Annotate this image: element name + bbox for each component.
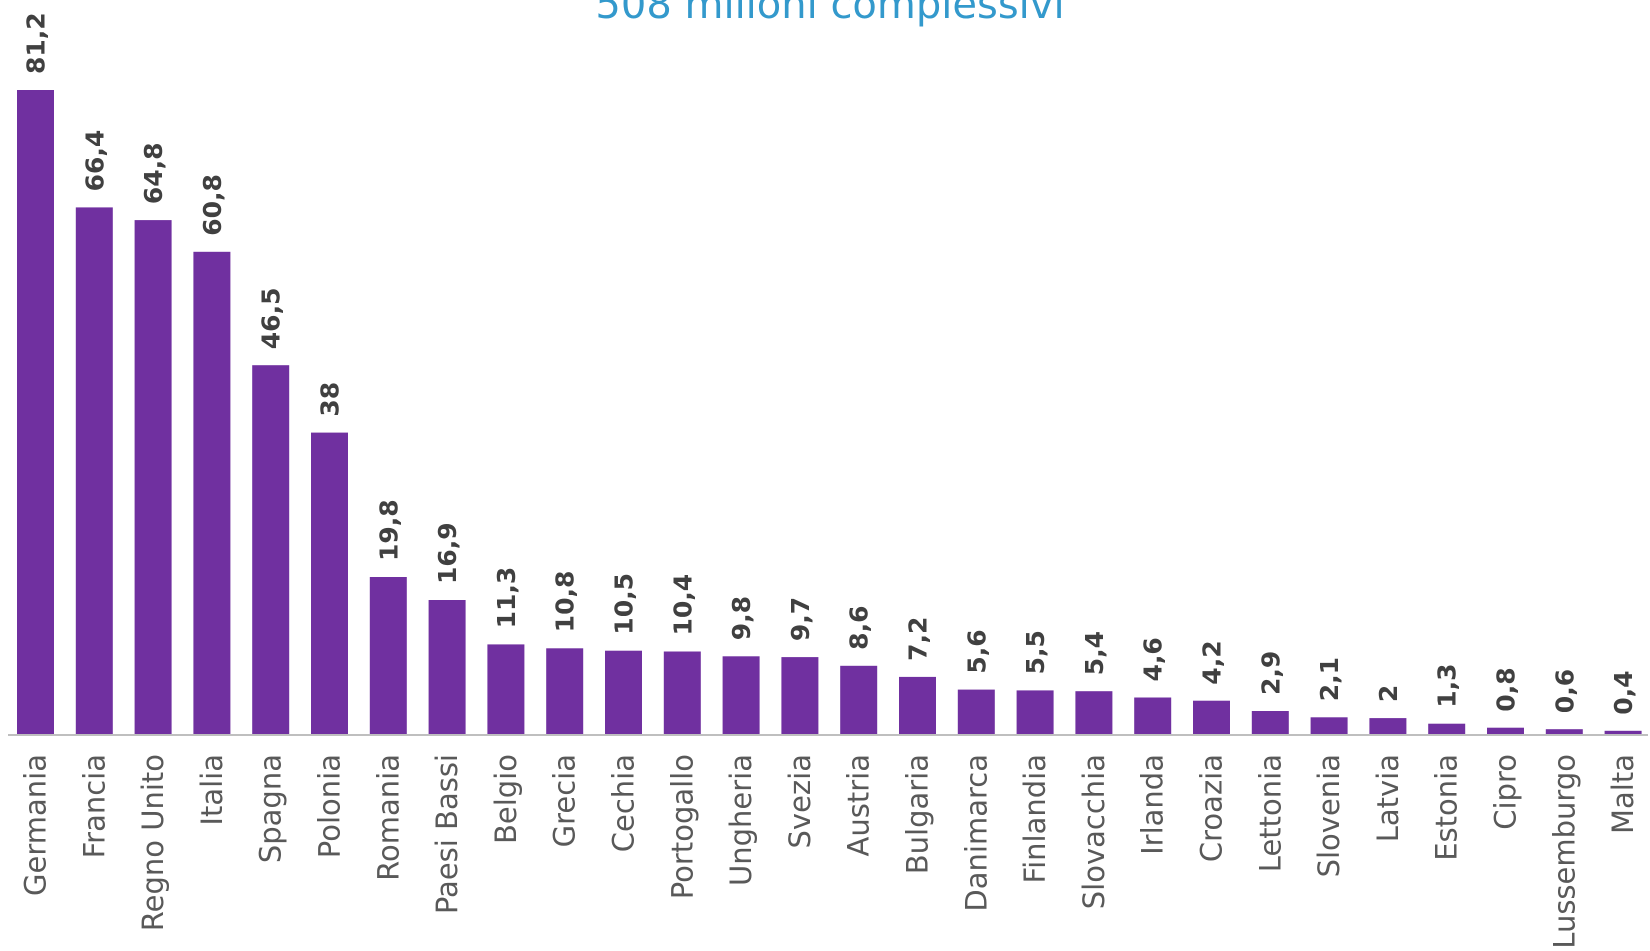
data-label: 2,1 [1315, 657, 1344, 701]
data-label: 9,7 [786, 597, 815, 641]
bar-portogallo [663, 651, 701, 734]
data-label: 2,9 [1256, 651, 1285, 695]
bar-slovacchia [1075, 691, 1113, 734]
x-tick-label: Romania [371, 754, 405, 881]
x-tick-label: Latvia [1371, 754, 1405, 842]
x-tick-label: Ungheria [724, 754, 758, 886]
data-label: 5,6 [962, 629, 991, 673]
bar-regno-unito [134, 220, 172, 735]
bar-austria [840, 665, 878, 734]
bar-irlanda [1134, 697, 1172, 734]
data-label: 10,8 [551, 571, 580, 633]
x-tick-label: Slovacchia [1077, 754, 1111, 909]
x-tick-label: Paesi Bassi [430, 754, 464, 914]
data-label: 0,8 [1492, 667, 1521, 711]
x-tick-label: Portogallo [665, 754, 699, 899]
x-tick-label: Spagna [254, 754, 288, 863]
x-tick-label: Germania [19, 754, 53, 896]
bar-spagna [252, 365, 290, 734]
bar-lussemburgo [1545, 729, 1583, 734]
x-tick-label: Bulgaria [901, 754, 935, 874]
data-labels-layer: 81,2 66,4 64,8 60,8 46,5 38 19,8 16,9 11,3 10,8 10… [22, 12, 1639, 714]
x-tick-label: Regno Unito [136, 754, 170, 931]
bar-polonia [311, 432, 348, 734]
bar-cechia [605, 650, 642, 734]
data-label: 5,4 [1080, 631, 1109, 675]
bar-finlandia [1016, 690, 1054, 734]
bar-svezia [781, 657, 819, 734]
bar-slovenia [1310, 717, 1348, 734]
bar-croazia [1193, 700, 1230, 734]
data-label: 46,5 [257, 288, 286, 350]
x-tick-label: Svezia [783, 754, 817, 848]
x-tick-label: Lussemburgo [1547, 754, 1581, 949]
x-tick-labels: Germania Francia Regno Unito Italia Spagna Po… [19, 754, 1641, 949]
bar-lettonia [1251, 711, 1289, 734]
x-tick-label: Polonia [313, 754, 347, 858]
x-tick-label: Grecia [548, 754, 582, 847]
data-label: 64,8 [139, 142, 168, 204]
x-tick-label: Lettonia [1253, 754, 1287, 872]
bars-layer [17, 90, 1642, 735]
bar-francia [75, 207, 113, 734]
x-tick-label: Italia [195, 754, 229, 826]
x-tick-label: Estonia [1430, 754, 1464, 861]
bar-ungheria [722, 656, 760, 734]
x-tick-label: Francia [77, 754, 111, 858]
x-tick-label: Irlanda [1136, 754, 1170, 855]
data-label: 19,8 [374, 499, 403, 561]
data-label: 7,2 [904, 617, 933, 661]
bar-latvia [1369, 718, 1407, 734]
bar-cipro [1487, 727, 1524, 734]
bar-malta [1604, 730, 1642, 734]
data-label: 16,9 [433, 522, 462, 584]
data-label: 81,2 [22, 12, 51, 74]
data-label: 2 [1374, 685, 1403, 702]
bar-belgio [487, 644, 525, 734]
data-label: 11,3 [492, 567, 521, 629]
bar-danimarca [957, 689, 995, 734]
data-label: 38 [316, 382, 345, 417]
x-tick-label: Belgio [489, 754, 523, 844]
x-tick-label: Austria [842, 754, 876, 856]
data-label: 10,4 [668, 574, 697, 636]
chart-title: 508 milioni complessivi [595, 0, 1064, 28]
bar-romania [369, 577, 407, 734]
data-label: 1,3 [1433, 663, 1462, 707]
x-tick-label: Cechia [607, 754, 641, 852]
data-label: 10,5 [610, 573, 639, 635]
data-label: 4,2 [1198, 640, 1227, 684]
bar-italia [193, 251, 231, 735]
data-label: 0,6 [1550, 669, 1579, 713]
x-tick-label: Danimarca [959, 754, 993, 912]
data-label: 4,6 [1139, 637, 1168, 681]
data-label: 5,5 [1021, 630, 1050, 674]
data-label: 60,8 [198, 174, 227, 236]
x-tick-label: Croazia [1195, 754, 1229, 862]
bar-grecia [546, 648, 584, 734]
bar-germania [17, 90, 54, 734]
data-label: 66,4 [80, 130, 109, 192]
bar-bulgaria [899, 676, 936, 734]
x-tick-label: Cipro [1489, 754, 1523, 830]
data-label: 8,6 [845, 606, 874, 650]
x-tick-label: Finlandia [1018, 754, 1052, 883]
x-tick-label: Malta [1606, 754, 1640, 834]
data-label: 0,4 [1609, 671, 1638, 715]
bar-paesi-bassi [428, 600, 466, 734]
x-tick-label: Slovenia [1312, 754, 1346, 877]
bar-estonia [1428, 723, 1466, 734]
data-label: 9,8 [727, 596, 756, 640]
